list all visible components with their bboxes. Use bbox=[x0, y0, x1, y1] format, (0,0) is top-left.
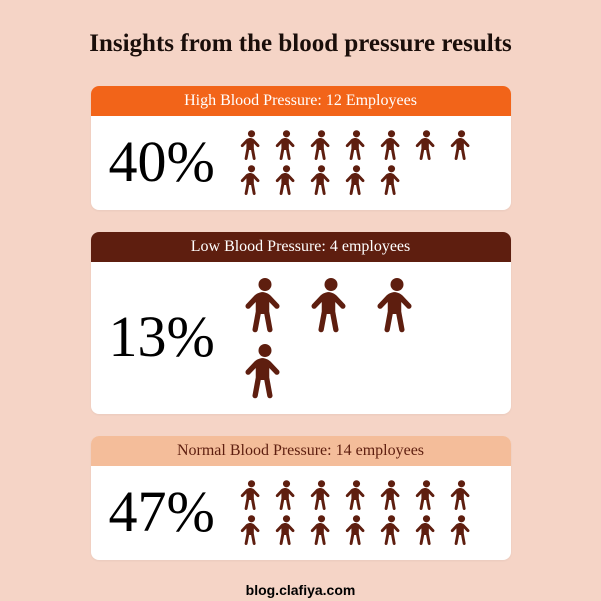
person-icon bbox=[340, 128, 373, 161]
percentage-value: 13% bbox=[109, 308, 215, 366]
person-icon bbox=[445, 513, 478, 546]
stat-card: High Blood Pressure: 12 Employees 40% bbox=[91, 86, 511, 210]
person-icons-group bbox=[235, 478, 480, 546]
person-icon bbox=[235, 163, 268, 196]
person-icon bbox=[305, 128, 338, 161]
card-header: High Blood Pressure: 12 Employees bbox=[91, 86, 511, 116]
card-header: Low Blood Pressure: 4 employees bbox=[91, 232, 511, 262]
person-icon bbox=[445, 478, 478, 511]
infographic-container: Insights from the blood pressure results… bbox=[0, 0, 601, 601]
person-icon bbox=[270, 128, 303, 161]
person-icon bbox=[235, 340, 295, 400]
person-icon bbox=[410, 513, 443, 546]
person-icon bbox=[340, 513, 373, 546]
person-icon bbox=[235, 478, 268, 511]
stat-card: Low Blood Pressure: 4 employees 13% bbox=[91, 232, 511, 414]
person-icon bbox=[301, 274, 361, 334]
person-icon bbox=[340, 478, 373, 511]
person-icon bbox=[270, 478, 303, 511]
person-icon bbox=[270, 513, 303, 546]
person-icons-group bbox=[235, 274, 493, 400]
person-icon bbox=[235, 513, 268, 546]
person-icon bbox=[375, 513, 408, 546]
percentage-value: 40% bbox=[109, 133, 215, 191]
person-icon bbox=[305, 163, 338, 196]
cards-list: High Blood Pressure: 12 Employees 40% Low… bbox=[91, 86, 511, 582]
card-body: 13% bbox=[91, 262, 511, 414]
person-icon bbox=[445, 128, 478, 161]
person-icon bbox=[235, 128, 268, 161]
person-icon bbox=[367, 274, 427, 334]
footer-text: blog.clafiya.com bbox=[246, 582, 356, 598]
person-icon bbox=[375, 128, 408, 161]
person-icon bbox=[305, 478, 338, 511]
person-icon bbox=[235, 274, 295, 334]
stat-card: Normal Blood Pressure: 14 employees 47% bbox=[91, 436, 511, 560]
person-icon bbox=[340, 163, 373, 196]
card-body: 47% bbox=[91, 466, 511, 560]
person-icon bbox=[410, 128, 443, 161]
person-icon bbox=[375, 478, 408, 511]
card-body: 40% bbox=[91, 116, 511, 210]
percentage-value: 47% bbox=[109, 483, 215, 541]
card-header: Normal Blood Pressure: 14 employees bbox=[91, 436, 511, 466]
person-icon bbox=[305, 513, 338, 546]
person-icons-group bbox=[235, 128, 480, 196]
person-icon bbox=[375, 163, 408, 196]
person-icon bbox=[410, 478, 443, 511]
page-title: Insights from the blood pressure results bbox=[89, 30, 512, 58]
person-icon bbox=[270, 163, 303, 196]
